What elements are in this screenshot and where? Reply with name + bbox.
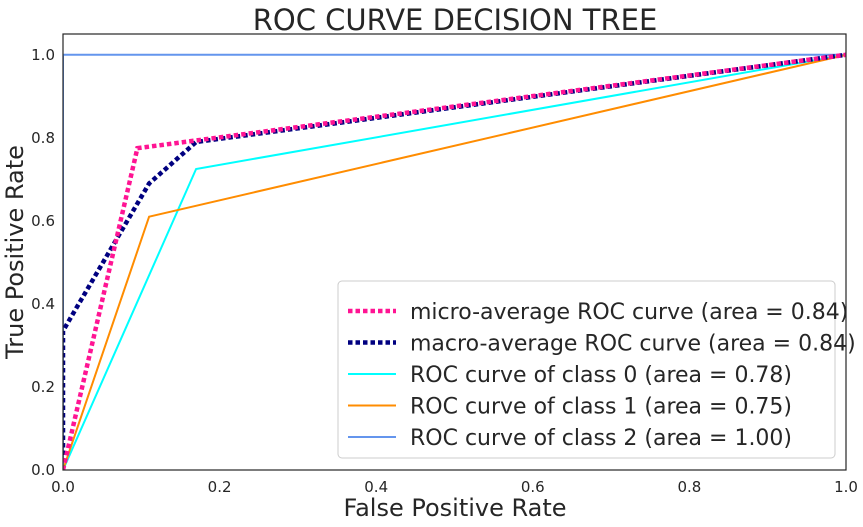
chart-title: ROC CURVE DECISION TREE	[253, 3, 658, 37]
legend-label-2: ROC curve of class 0 (area = 0.78)	[410, 363, 792, 388]
x-tick-label: 1.0	[834, 478, 858, 496]
series-line-4	[63, 53, 846, 470]
series-line-0	[63, 52, 846, 470]
series-line-1	[63, 52, 846, 470]
legend: micro-average ROC curve (area = 0.84) mac…	[337, 280, 856, 459]
x-axis-ticks: 0.0 0.2 0.4 0.6 0.8 1.0	[51, 478, 858, 496]
y-tick-label: 0.0	[31, 461, 55, 479]
plot-frame	[62, 33, 847, 471]
x-axis-label: False Positive Rate	[343, 494, 566, 522]
y-tick-label: 0.8	[31, 129, 55, 147]
y-tick-label: 0.4	[31, 295, 55, 313]
legend-label-1: macro-average ROC curve (area = 0.84)	[410, 332, 856, 357]
x-tick-label: 0.4	[364, 478, 388, 496]
series-layer	[63, 52, 846, 470]
y-tick-label: 0.2	[31, 378, 55, 396]
x-tick-label: 0.2	[208, 478, 232, 496]
series-line-2	[63, 53, 846, 470]
series-line-3	[63, 53, 846, 470]
legend-label-4: ROC curve of class 2 (area = 1.00)	[410, 426, 792, 451]
legend-label-3: ROC curve of class 1 (area = 0.75)	[410, 395, 792, 420]
y-tick-label: 0.6	[31, 212, 55, 230]
y-tick-label: 1.0	[31, 46, 55, 64]
y-axis-ticks: 0.0 0.2 0.4 0.6 0.8 1.0	[31, 46, 55, 479]
y-axis-label: True Positive Rate	[1, 145, 29, 360]
x-tick-label: 0.6	[521, 478, 545, 496]
x-tick-label: 0.0	[51, 478, 75, 496]
legend-label-0: micro-average ROC curve (area = 0.84)	[410, 300, 848, 325]
legend-box	[337, 280, 836, 459]
x-tick-label: 0.8	[677, 478, 701, 496]
